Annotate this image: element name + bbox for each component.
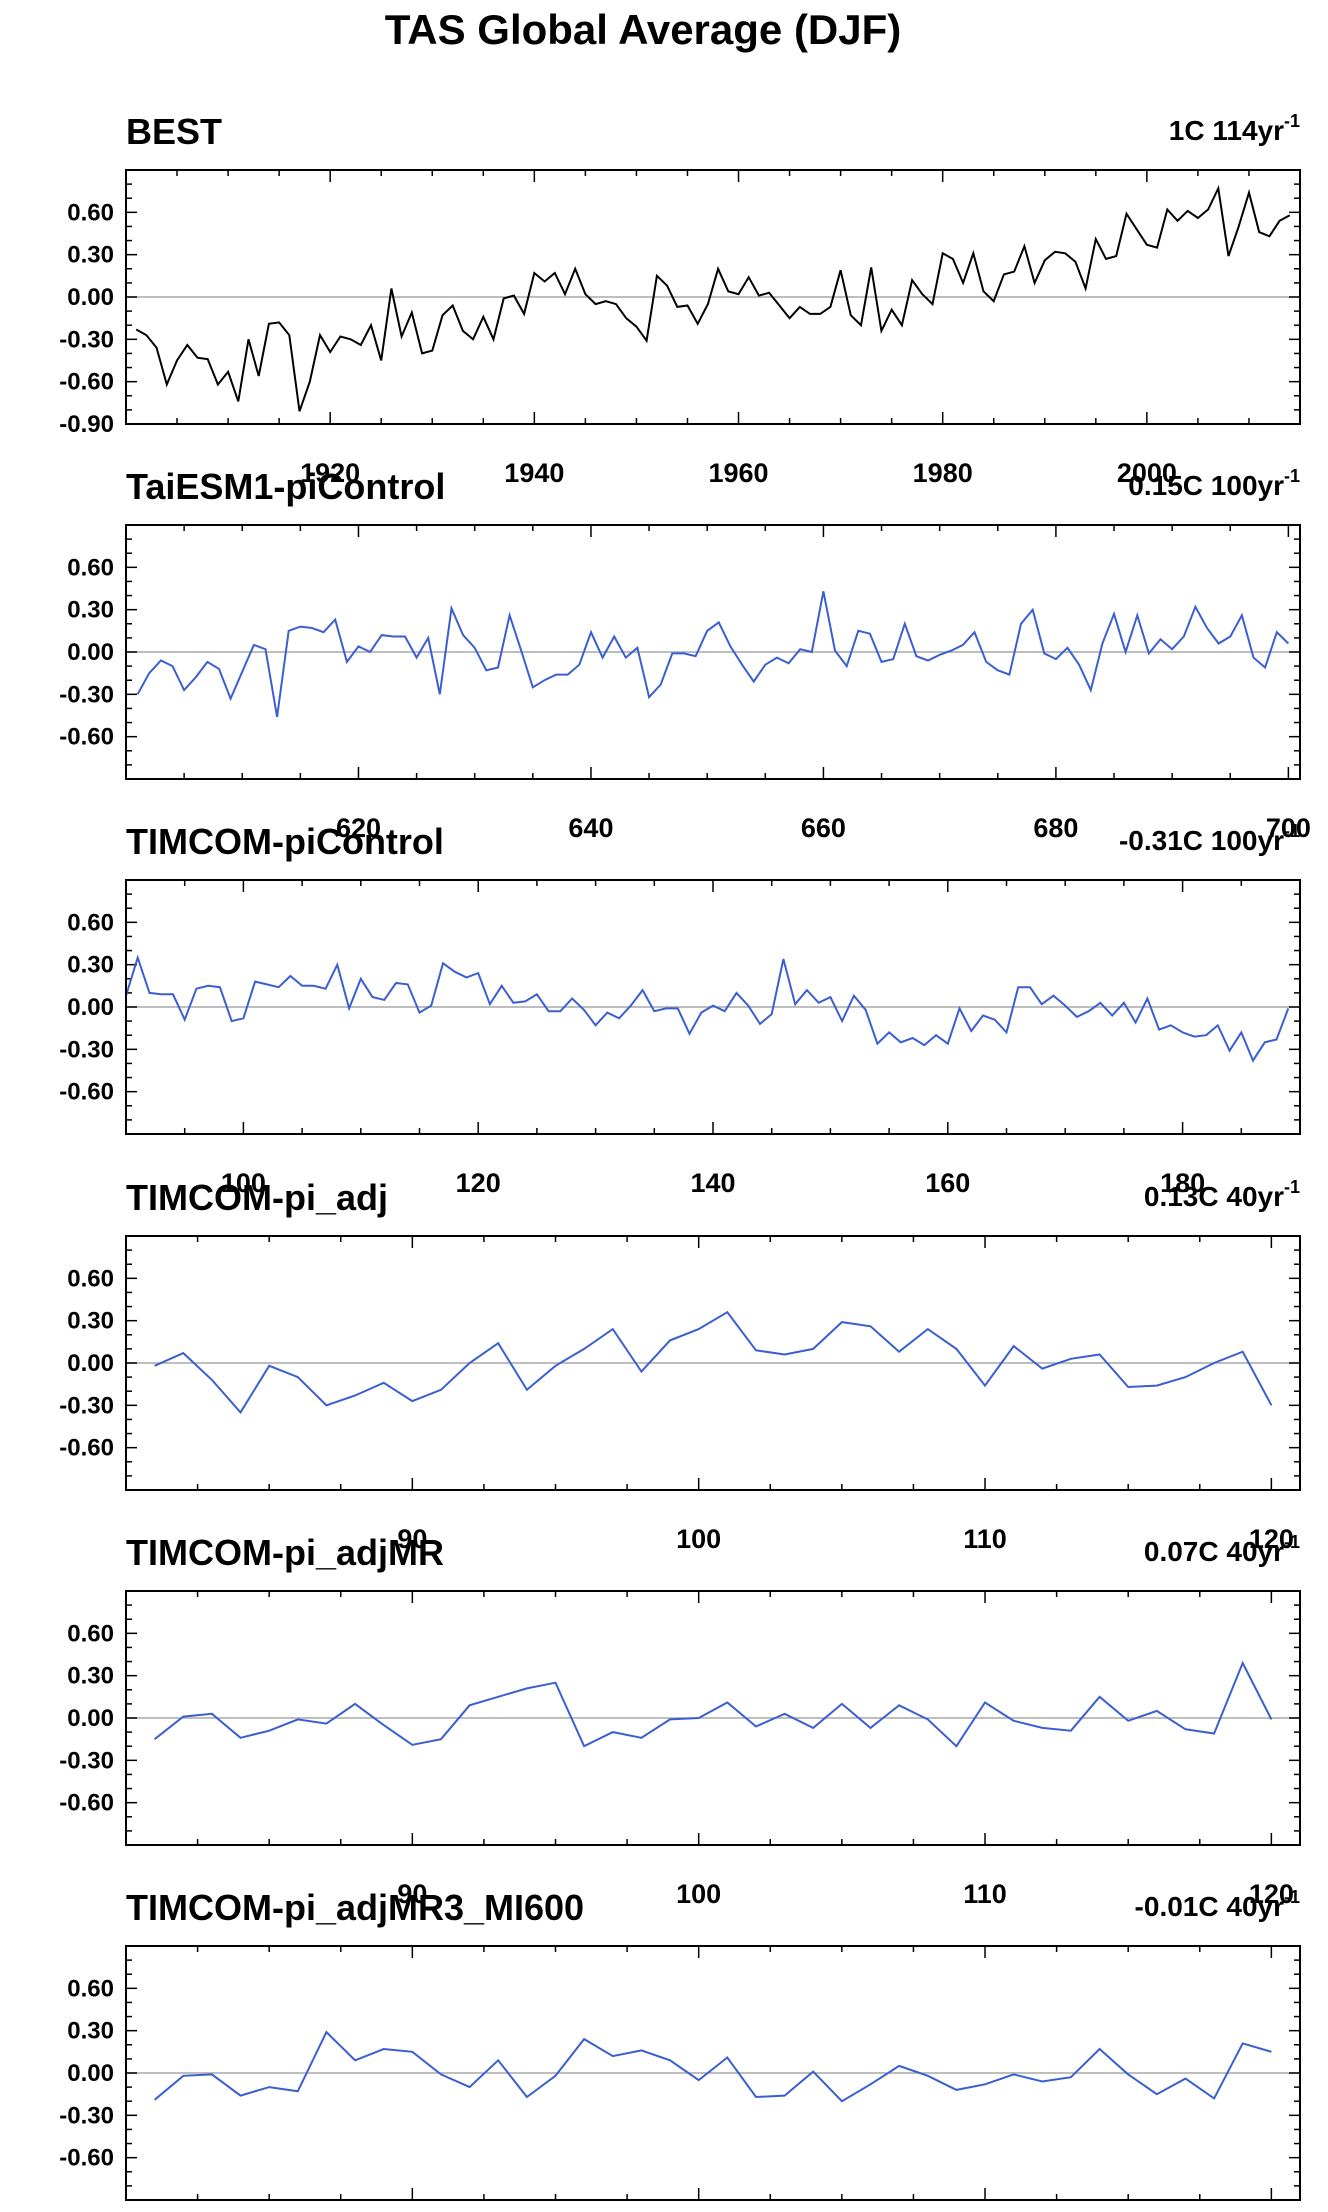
plot-frame (125, 879, 1301, 1135)
x-tick-label: 100 (676, 1879, 721, 1909)
trend-text: 1C 114yr (1169, 115, 1284, 146)
x-tick-label: 2000 (1117, 458, 1177, 488)
panel-trend-label: 0.07C 40yr-1 (1144, 1532, 1300, 1567)
panel-1: BEST 1C 114yr-10.600.300.00-0.30-0.60-0.9… (59, 111, 1301, 488)
plot-frame (125, 524, 1301, 780)
panel-6: TIMCOM-pi_adjMR3_MI600 -0.01C 40yr-1 0.60 0… (59, 1887, 1301, 2201)
x-tick-label: 700 (1266, 813, 1311, 843)
y-tick-label: 0.60 (67, 1265, 114, 1292)
x-tick-label: 90 (397, 1524, 427, 1554)
panel-title: BEST (126, 111, 222, 152)
x-tick-label: 660 (801, 813, 846, 843)
y-tick-label: 0.30 (67, 1663, 114, 1690)
y-tick-label: -0.30 (59, 1036, 114, 1063)
y-tick-label: -0.60 (59, 724, 114, 751)
x-tick-label: 100 (221, 1168, 266, 1198)
y-tick-label: 0.00 (67, 994, 114, 1021)
panel-title: TaiESM1-piControl (126, 466, 445, 507)
plot-frame (125, 169, 1301, 425)
x-tick-label: 110 (963, 1879, 1007, 1909)
trend-text: 0.13C 40yr (1144, 1181, 1284, 1212)
x-tick-label: 100 (676, 1524, 721, 1554)
trend-exponent: -1 (1284, 1177, 1300, 1197)
x-tick-label: 680 (1033, 813, 1078, 843)
y-tick-label: 0.60 (67, 554, 114, 581)
y-tick-label: 0.00 (67, 639, 114, 666)
y-tick-label: 0.60 (67, 1620, 114, 1647)
y-tick-label: 0.00 (67, 2060, 114, 2087)
series-line (154, 1310, 1273, 1415)
panel-3: TIMCOM-piControl -0.31C 100yr-10.600.300.… (59, 821, 1301, 1198)
y-tick-label: -0.60 (59, 1790, 114, 1817)
panel-title: TIMCOM-pi_adjMR3_MI600 (126, 1887, 584, 1928)
panel-title: TIMCOM-pi_adjMR (126, 1532, 444, 1573)
trend-exponent: -1 (1284, 111, 1300, 131)
y-tick-label: 0.00 (67, 1350, 114, 1377)
x-tick-label: 120 (1249, 1879, 1294, 1909)
y-tick-label: 0.30 (67, 1308, 114, 1335)
y-tick-label: -0.60 (59, 1435, 114, 1462)
x-tick-label: 640 (568, 813, 613, 843)
x-tick-label: 90 (397, 1879, 427, 1909)
y-tick-label: -0.90 (59, 411, 114, 438)
y-tick-label: 0.60 (67, 1975, 114, 2002)
trend-exponent: -1 (1284, 1532, 1300, 1552)
panel-trend-label: 1C 114yr-1 (1169, 111, 1300, 146)
panel-trend-label: -0.01C 40yr-1 (1135, 1887, 1300, 1922)
x-tick-label: 120 (456, 1168, 501, 1198)
x-tick-label: 620 (336, 813, 381, 843)
trend-text: 0.07C 40yr (1144, 1536, 1284, 1567)
x-tick-label: 180 (1160, 1168, 1205, 1198)
plot-frame (125, 1590, 1301, 1846)
panel-5: TIMCOM-pi_adjMR 0.07C 40yr-10.600.300.00-… (59, 1532, 1301, 1909)
x-tick-label: 160 (925, 1168, 970, 1198)
panel-2: TaiESM1-piControl 0.15C 100yr-10.600.300.… (59, 466, 1311, 843)
y-tick-label: 0.60 (67, 909, 114, 936)
trend-exponent: -1 (1284, 821, 1300, 841)
series-line (153, 1660, 1273, 1748)
x-tick-label: 1940 (504, 458, 564, 488)
y-tick-label: -0.30 (59, 326, 114, 353)
y-tick-label: 0.00 (67, 284, 114, 311)
panel-4: TIMCOM-pi_adj 0.13C 40yr-10.600.300.00-0.… (59, 1177, 1301, 1554)
series-line (153, 2030, 1272, 2103)
panel-trend-label: 0.15C 100yr-1 (1128, 466, 1300, 501)
y-tick-label: 0.30 (67, 952, 114, 979)
panel-trend-label: -0.31C 100yr-1 (1119, 821, 1300, 856)
y-tick-label: 0.60 (67, 199, 114, 226)
trend-text: -0.01C 40yr (1135, 1891, 1285, 1922)
plot-frame (125, 1235, 1301, 1491)
series-line (135, 184, 1291, 412)
y-tick-label: 0.00 (67, 1705, 114, 1732)
trend-exponent: -1 (1284, 466, 1300, 486)
y-tick-label: -0.60 (59, 1079, 114, 1106)
x-tick-label: 1960 (708, 458, 768, 488)
x-tick-label: 120 (1249, 1524, 1294, 1554)
panel-trend-label: 0.13C 40yr-1 (1144, 1177, 1300, 1212)
trend-exponent: -1 (1284, 1887, 1300, 1907)
trend-text: -0.31C 100yr (1119, 825, 1284, 856)
y-tick-label: -0.30 (59, 681, 114, 708)
y-tick-label: -0.30 (59, 2102, 114, 2129)
figure-title: TAS Global Average (DJF) (385, 6, 902, 53)
y-tick-label: -0.30 (59, 1747, 114, 1774)
x-tick-label: 140 (690, 1168, 735, 1198)
y-tick-label: -0.30 (59, 1392, 114, 1419)
series-line (136, 591, 1290, 718)
x-tick-label: 1920 (300, 458, 360, 488)
y-tick-label: 0.30 (67, 242, 114, 269)
series-line (125, 954, 1290, 1063)
x-tick-label: 110 (963, 1524, 1007, 1554)
panel-title: TIMCOM-pi_adj (126, 1177, 388, 1218)
x-tick-label: 1980 (913, 458, 973, 488)
y-tick-label: -0.60 (59, 2145, 114, 2172)
y-tick-label: -0.60 (59, 369, 114, 396)
panels: BEST 1C 114yr-10.600.300.00-0.30-0.60-0.9… (59, 111, 1311, 2201)
y-tick-label: 0.30 (67, 2018, 114, 2045)
plot-frame (125, 1945, 1301, 2201)
panel-title: TIMCOM-piControl (126, 821, 444, 862)
trend-text: 0.15C 100yr (1128, 470, 1284, 501)
y-tick-label: 0.30 (67, 597, 114, 624)
